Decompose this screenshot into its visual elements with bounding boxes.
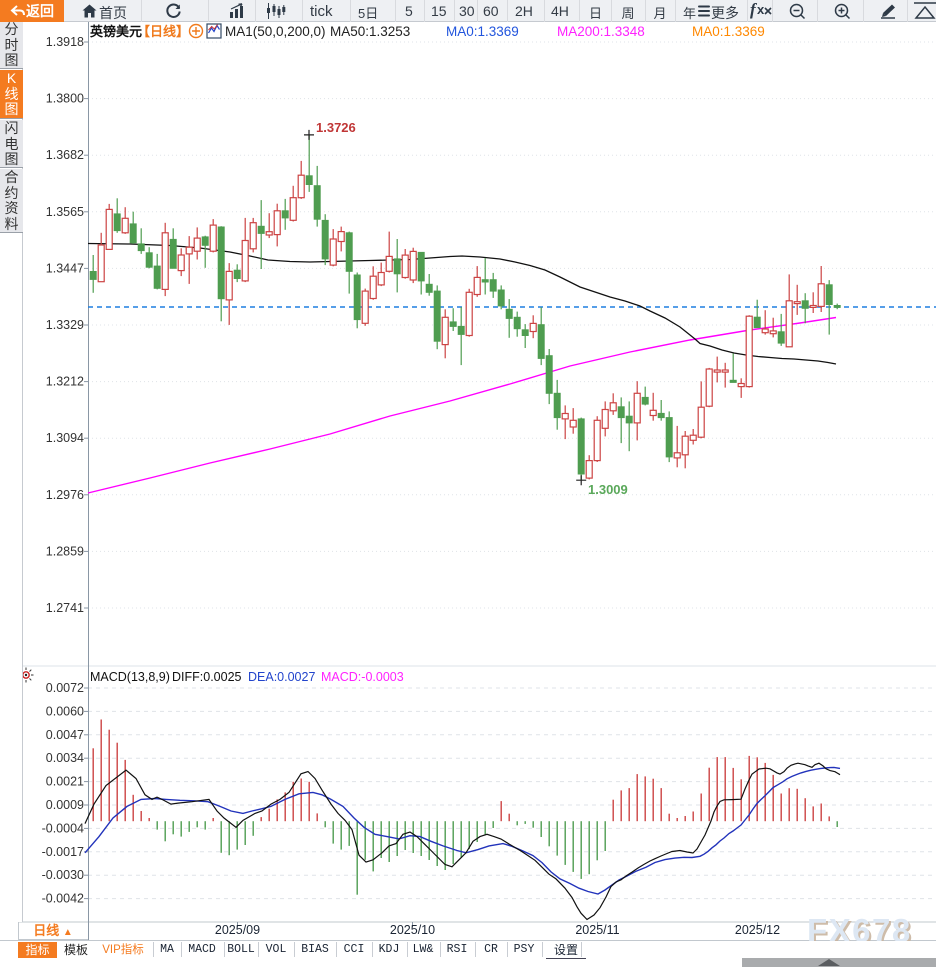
svg-text:1.3212: 1.3212 [46, 375, 84, 389]
svg-text:0.0060: 0.0060 [46, 704, 84, 718]
svg-text:0.0034: 0.0034 [46, 751, 84, 765]
svg-text:2025/10: 2025/10 [390, 923, 435, 937]
svg-text:0.0021: 0.0021 [46, 775, 84, 789]
svg-text:1.2976: 1.2976 [46, 488, 84, 502]
svg-text:1.2741: 1.2741 [46, 601, 84, 615]
svg-text:MA0:1.3369: MA0:1.3369 [446, 24, 519, 39]
svg-text:英镑美元: 英镑美元 [89, 24, 142, 39]
svg-text:MACD:-0.0003: MACD:-0.0003 [321, 670, 404, 684]
svg-text:1.3726: 1.3726 [316, 120, 356, 135]
svg-text:1.3009: 1.3009 [588, 482, 628, 497]
svg-text:MA0:1.3369: MA0:1.3369 [692, 24, 765, 39]
svg-text:1.3329: 1.3329 [46, 318, 84, 332]
svg-text:-0.0030: -0.0030 [42, 868, 84, 882]
svg-text:1.3918: 1.3918 [46, 35, 84, 49]
svg-text:MA1(50,0,200,0): MA1(50,0,200,0) [225, 24, 326, 39]
svg-text:MA200:1.3348: MA200:1.3348 [557, 24, 645, 39]
svg-text:1.3800: 1.3800 [46, 92, 84, 106]
svg-text:2025/11: 2025/11 [575, 923, 619, 937]
svg-text:2025/09: 2025/09 [215, 923, 260, 937]
svg-text:MACD(13,8,9): MACD(13,8,9) [90, 670, 170, 684]
svg-text:-0.0017: -0.0017 [42, 845, 84, 859]
svg-text:0.0047: 0.0047 [46, 728, 84, 742]
svg-text:-0.0042: -0.0042 [42, 892, 84, 906]
svg-text:MA50:1.3253: MA50:1.3253 [330, 24, 410, 39]
svg-text:0.0072: 0.0072 [46, 681, 84, 695]
svg-text:-0.0004: -0.0004 [42, 821, 84, 835]
svg-text:【日线】: 【日线】 [137, 24, 189, 39]
svg-text:0.0009: 0.0009 [46, 798, 84, 812]
svg-text:DEA:0.0027: DEA:0.0027 [248, 670, 315, 684]
svg-text:1.3682: 1.3682 [46, 148, 84, 162]
svg-text:1.3565: 1.3565 [46, 205, 84, 219]
svg-text:1.2859: 1.2859 [46, 544, 84, 558]
svg-text:1.3094: 1.3094 [46, 431, 84, 445]
svg-text:DIFF:0.0025: DIFF:0.0025 [172, 670, 242, 684]
svg-text:2025/12: 2025/12 [735, 923, 780, 937]
svg-text:1.3447: 1.3447 [46, 261, 84, 275]
